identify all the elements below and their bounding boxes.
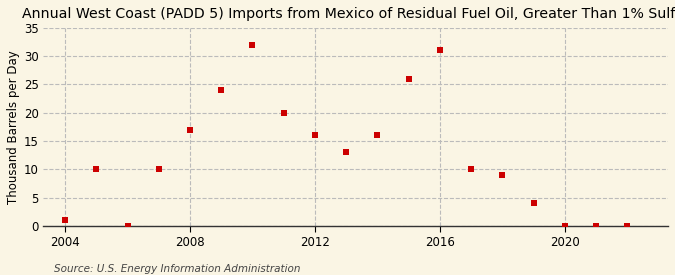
Point: [372, 133, 383, 138]
Point: [216, 88, 227, 92]
Point: [591, 224, 601, 228]
Point: [247, 42, 258, 47]
Point: [91, 167, 102, 172]
Point: [404, 76, 414, 81]
Text: Source: U.S. Energy Information Administration: Source: U.S. Energy Information Administ…: [54, 264, 300, 274]
Point: [529, 201, 539, 206]
Point: [341, 150, 352, 155]
Point: [122, 224, 133, 228]
Point: [622, 224, 633, 228]
Point: [59, 218, 70, 223]
Point: [184, 128, 195, 132]
Y-axis label: Thousand Barrels per Day: Thousand Barrels per Day: [7, 50, 20, 204]
Point: [560, 224, 570, 228]
Point: [310, 133, 321, 138]
Point: [435, 48, 446, 53]
Point: [466, 167, 477, 172]
Point: [278, 111, 289, 115]
Point: [497, 173, 508, 177]
Point: [153, 167, 164, 172]
Title: Annual West Coast (PADD 5) Imports from Mexico of Residual Fuel Oil, Greater Tha: Annual West Coast (PADD 5) Imports from …: [22, 7, 675, 21]
